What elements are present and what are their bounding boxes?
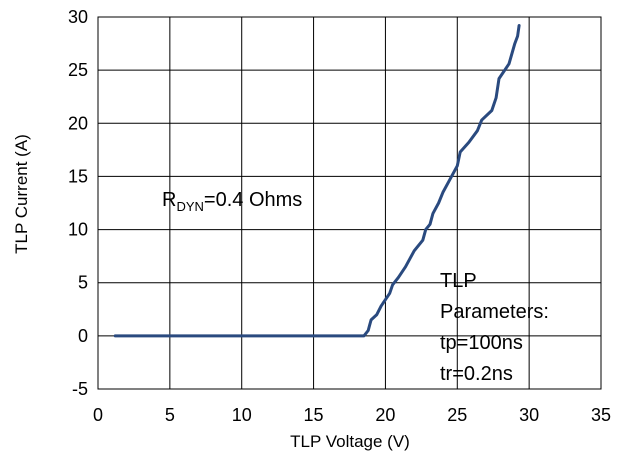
x-tick-label-7: 35 [591,405,611,425]
plot-area-frame [97,16,602,390]
x-tick-label-2: 10 [232,405,252,425]
x-tick-label-1: 5 [165,405,175,425]
y-tick-label-3: 10 [68,220,88,240]
annotation-params-line2: Parameters: [440,301,549,323]
y-tick-label-0: -5 [72,379,88,399]
annotation-rdyn: RDYN=0.4 Ohms [162,189,302,214]
y-tick-label-6: 25 [68,60,88,80]
y-tick-label-2: 5 [78,273,88,293]
x-tick-label-4: 20 [375,405,395,425]
y-tick-label-7: 30 [68,7,88,27]
chart-grid [97,16,602,390]
x-tick-label-0: 0 [93,405,103,425]
x-tick-label-6: 30 [519,405,539,425]
y-axis-title: TLP Current (A) [12,134,31,254]
series-line-tlp-iv [113,24,521,338]
x-tick-label-3: 15 [304,405,324,425]
x-tick-label-5: 25 [447,405,467,425]
annotation-rdyn-main: R [162,189,176,211]
y-tick-label-4: 15 [68,166,88,186]
annotation-params-line4: tr=0.2ns [440,363,513,385]
annotation-params-line1: TLP [440,270,477,292]
annotation-rdyn-subscript: DYN [176,199,203,214]
y-tick-label-5: 20 [68,113,88,133]
annotation-rdyn-value: =0.4 Ohms [204,189,302,211]
y-tick-label-1: 0 [78,326,88,346]
x-axis-title: TLP Voltage (V) [290,432,410,451]
annotation-params-line3: tp=100ns [440,332,523,354]
